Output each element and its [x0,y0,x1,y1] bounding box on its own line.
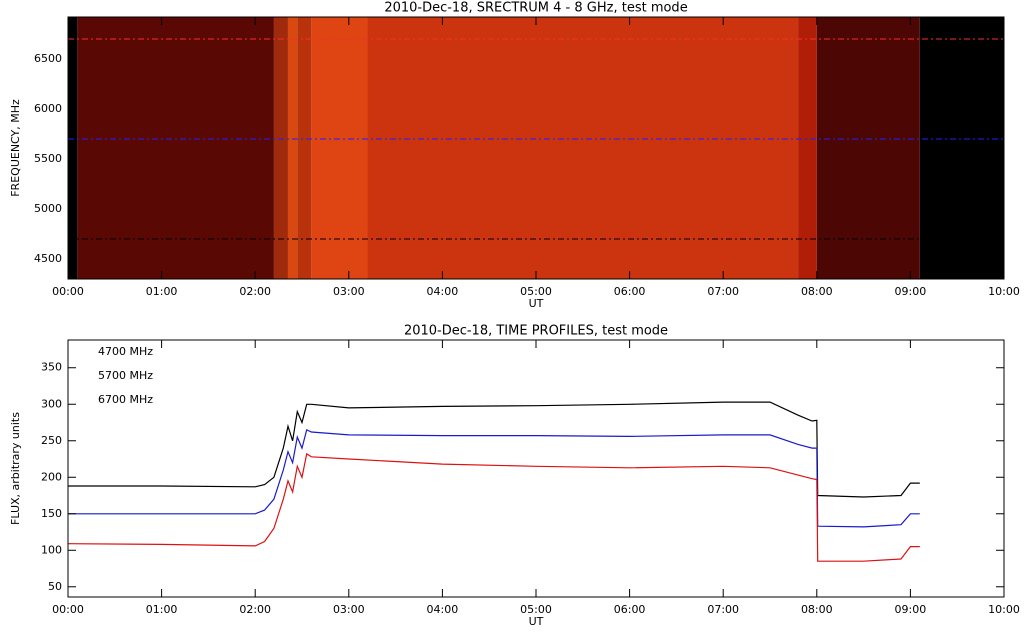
x-tick-label: 07:00 [707,603,739,616]
x-tick-label: 07:00 [707,285,739,298]
x-tick-label: 00:00 [52,603,84,616]
legend-label: 5700 MHz [98,369,153,382]
y-axis-label: FREQUENCY, MHz [9,99,22,197]
y-tick-label: 6500 [34,52,62,65]
y-tick-label: 250 [41,434,62,447]
x-tick-label: 06:00 [614,285,646,298]
x-tick-label: 03:00 [333,603,365,616]
spectrum-band [77,17,274,279]
series-line [68,428,920,528]
y-tick-label: 5500 [34,152,62,165]
y-tick-label: 200 [41,470,62,483]
spectrum-band [273,17,288,279]
spectrum-band [919,17,1004,279]
y-tick-label: 100 [41,543,62,556]
y-tick-label: 350 [41,361,62,374]
spectrum-band [367,17,799,279]
x-tick-label: 03:00 [333,285,365,298]
spectrum-band [798,17,817,279]
x-tick-label: 06:00 [614,603,646,616]
x-tick-label: 00:00 [52,285,84,298]
series-line [67,452,920,562]
x-tick-label: 09:00 [895,603,927,616]
y-tick-label: 4500 [34,252,62,265]
chart-title: 2010-Dec-18, SRECTRUM 4 - 8 GHz, test mo… [384,1,687,16]
y-tick-label: 6000 [34,102,62,115]
y-axis-label: FLUX, arbitrary units [9,412,22,525]
x-tick-label: 10:00 [988,603,1020,616]
x-axis-label: UT [529,615,544,628]
spectrum-band [311,17,368,279]
x-tick-label: 08:00 [801,603,833,616]
spectrum-band [297,17,312,279]
chart-title: 2010-Dec-18, TIME PROFILES, test mode [404,324,668,339]
legend-label: 4700 MHz [98,345,153,358]
y-tick-label: 300 [41,397,62,410]
x-tick-label: 02:00 [239,285,271,298]
x-tick-label: 01:00 [146,603,178,616]
y-tick-label: 150 [41,507,62,520]
x-tick-label: 05:00 [520,603,552,616]
x-tick-label: 02:00 [239,603,271,616]
spectrum-band [68,17,78,279]
y-tick-label: 5000 [34,202,62,215]
x-tick-label: 08:00 [801,285,833,298]
spectrum-band [287,17,298,279]
y-tick-label: 50 [48,580,62,593]
spectrum-band [816,17,920,279]
series-line [68,401,920,498]
x-axis-label: UT [529,297,544,310]
legend-label: 6700 MHz [98,393,153,406]
x-tick-label: 10:00 [988,285,1020,298]
x-tick-label: 01:00 [146,285,178,298]
plot-frame [67,339,1005,598]
x-tick-label: 09:00 [895,285,927,298]
x-tick-label: 05:00 [520,285,552,298]
x-tick-label: 04:00 [427,603,459,616]
x-tick-label: 04:00 [427,285,459,298]
